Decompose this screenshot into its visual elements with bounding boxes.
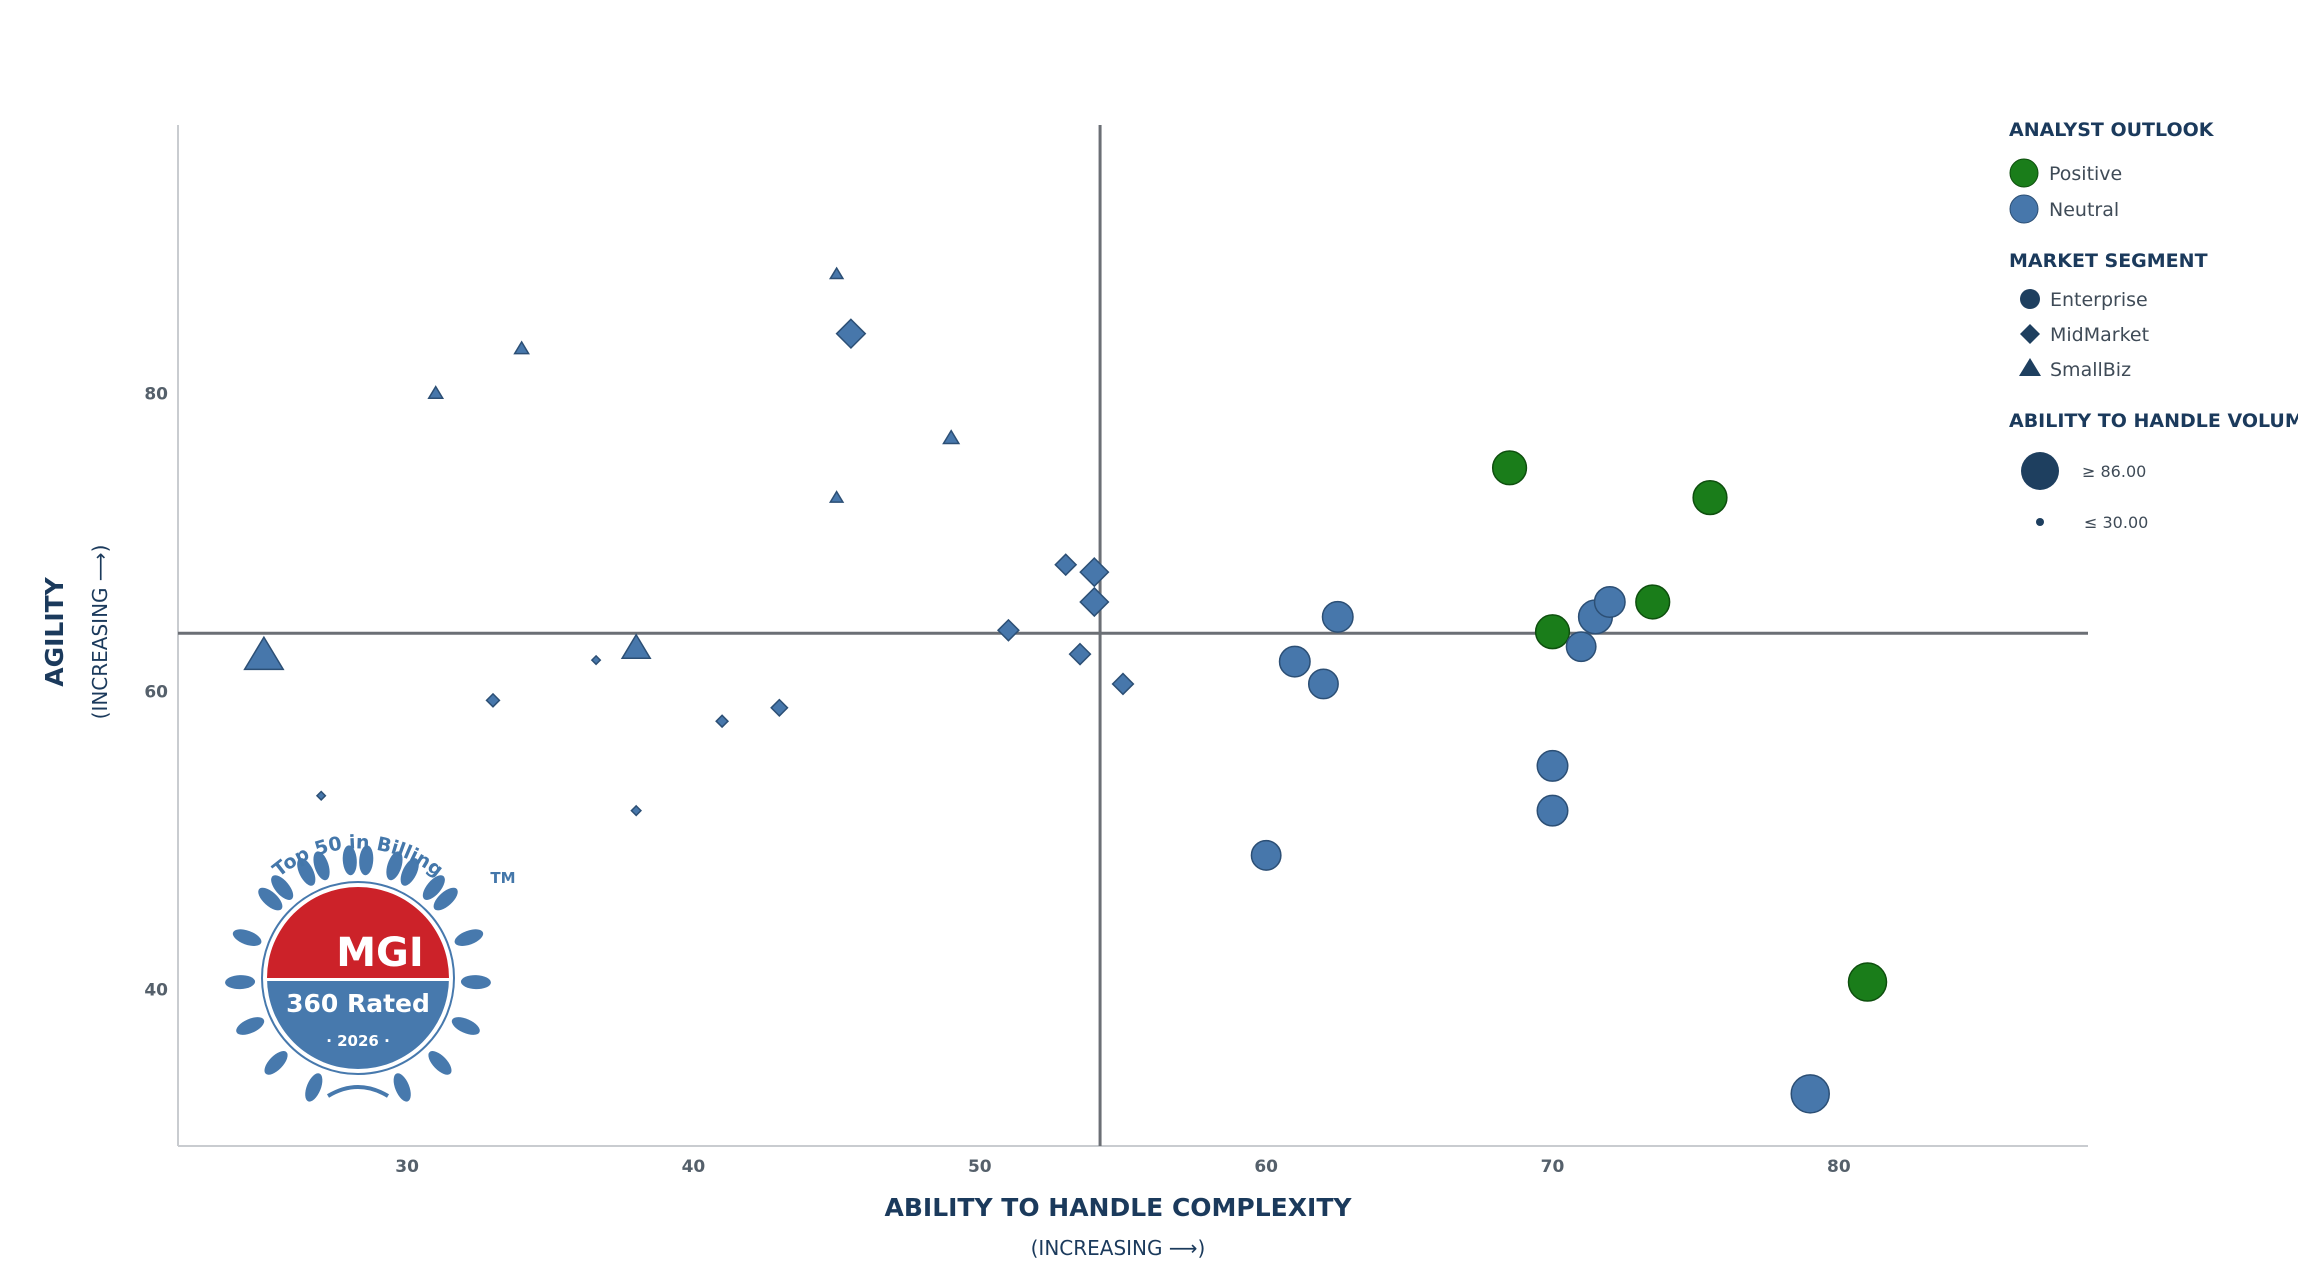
badge-brand: MGI [336, 930, 424, 976]
point-enterprise [1593, 585, 1626, 618]
legend-enterprise-marker [2020, 289, 2040, 309]
x-tick-label: 30 [395, 1157, 419, 1177]
point-midmarket [996, 618, 1020, 642]
legend-volume-min-label: ≤ 30.00 [2084, 513, 2148, 532]
tick-labels: 30 40 50 60 70 80 40 60 80 [144, 384, 1851, 1177]
mgi-badge: Top 50 in Billing TM MGI 360 Rated · 202… [225, 831, 516, 1102]
point-enterprise [1536, 749, 1569, 782]
legend-enterprise-label: Enterprise [2050, 289, 2148, 311]
point-smallbiz [828, 266, 845, 280]
point-enterprise [1635, 584, 1671, 620]
badge-trademark: TM [490, 869, 515, 887]
point-smallbiz [942, 429, 961, 445]
data-points [243, 266, 1888, 1114]
legend: ANALYST OUTLOOK Positive Neutral MARKET … [2009, 119, 2298, 532]
legend-positive-marker [2009, 158, 2039, 188]
point-midmarket [770, 698, 789, 717]
y-axis-title: AGILITY [40, 576, 69, 686]
point-enterprise [1790, 1074, 1830, 1114]
point-midmarket [1079, 586, 1110, 618]
legend-neutral-label: Neutral [2049, 199, 2119, 221]
legend-volume-min-marker [2036, 518, 2044, 526]
badge-top-text: Top 50 in Billing [269, 831, 448, 881]
point-enterprise [1536, 794, 1569, 827]
x-tick-label: 40 [682, 1157, 706, 1177]
point-smallbiz [620, 633, 652, 659]
legend-smallbiz-marker [2019, 358, 2041, 376]
point-enterprise [1307, 668, 1339, 700]
y-tick-label: 80 [144, 384, 168, 404]
legend-smallbiz-label: SmallBiz [2050, 359, 2131, 381]
point-midmarket [630, 804, 642, 817]
point-enterprise [1321, 600, 1354, 633]
point-midmarket [315, 790, 327, 801]
point-midmarket [1111, 672, 1135, 696]
point-smallbiz [427, 385, 445, 400]
x-tick-label: 70 [1541, 1157, 1565, 1177]
x-tick-label: 50 [968, 1157, 992, 1177]
y-tick-label: 60 [144, 682, 168, 702]
legend-volume-title: ABILITY TO HANDLE VOLUME [2009, 410, 2298, 432]
legend-midmarket-label: MidMarket [2050, 324, 2149, 346]
legend-outlook-title: ANALYST OUTLOOK [2009, 119, 2215, 141]
badge-year: · 2026 · [326, 1032, 390, 1050]
x-tick-label: 80 [1827, 1157, 1851, 1177]
laurel-wreath-icon [225, 845, 491, 1102]
point-enterprise [1565, 631, 1597, 663]
quadrant-lines [178, 125, 2088, 1146]
point-midmarket [590, 654, 602, 666]
legend-midmarket-marker [2020, 324, 2040, 344]
point-enterprise [1847, 962, 1888, 1002]
point-midmarket [715, 714, 730, 729]
point-midmarket [835, 318, 867, 350]
point-smallbiz [828, 490, 845, 503]
legend-positive-label: Positive [2049, 163, 2122, 185]
point-enterprise [1278, 645, 1311, 678]
point-midmarket [1054, 553, 1078, 577]
point-smallbiz [513, 340, 530, 355]
x-axis-subtitle: (INCREASING ⟶) [1031, 1236, 1206, 1260]
x-tick-label: 60 [1254, 1157, 1278, 1177]
point-enterprise [1491, 450, 1528, 486]
legend-volume-max-marker [2021, 452, 2059, 490]
axes [177, 125, 2088, 1147]
x-axis-title: ABILITY TO HANDLE COMPLEXITY [884, 1193, 1352, 1222]
point-midmarket [485, 692, 501, 708]
point-midmarket [1079, 557, 1110, 588]
point-smallbiz [243, 635, 285, 671]
point-enterprise [1250, 839, 1282, 871]
badge-rated: 360 Rated [286, 989, 430, 1018]
point-midmarket [1068, 642, 1092, 666]
legend-volume-max-label: ≥ 86.00 [2082, 462, 2146, 481]
legend-segment-title: MARKET SEGMENT [2009, 250, 2208, 272]
point-enterprise [1692, 480, 1728, 516]
point-enterprise [1534, 614, 1571, 650]
y-tick-label: 40 [144, 980, 168, 1000]
y-axis-subtitle: (INCREASING ⟶) [88, 545, 112, 720]
legend-neutral-marker [2009, 194, 2039, 224]
